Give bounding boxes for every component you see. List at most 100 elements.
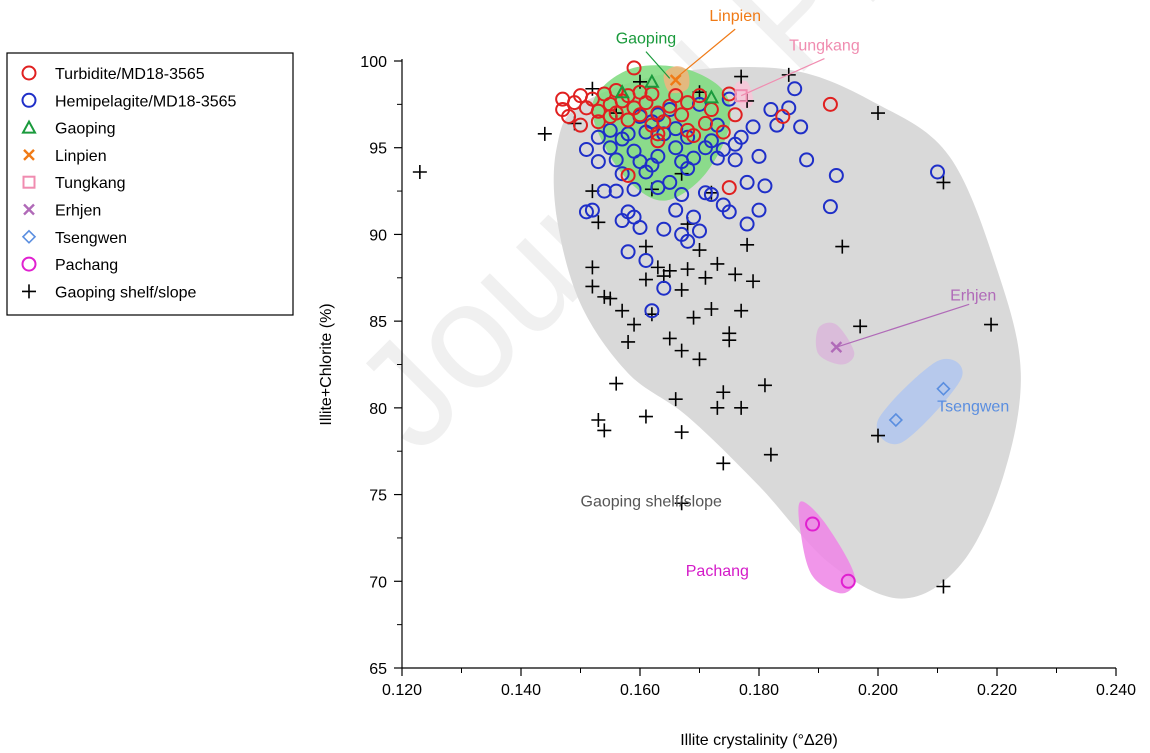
- point-gaoping: [703, 89, 720, 104]
- legend-marker-gaoping-shelf-slope: [22, 284, 36, 299]
- point-hemipelagite-md18-3565: [680, 233, 696, 249]
- point-hemipelagite-md18-3565: [626, 181, 642, 197]
- region-label-tsengwen: Tsengwen: [937, 398, 1009, 415]
- region-label-tungkang: Tungkang: [789, 38, 860, 55]
- point-turbidite-md18-3565: [561, 108, 577, 124]
- point-gaoping-shelf-slope: [662, 263, 677, 278]
- point-pachang: [840, 573, 856, 589]
- point-turbidite-md18-3565: [680, 95, 696, 111]
- legend-marker-tungkang: [22, 175, 36, 189]
- y-tick-label: 100: [360, 54, 387, 71]
- pointer-tungkang: [740, 58, 825, 97]
- point-hemipelagite-md18-3565: [596, 183, 612, 199]
- legend-label: Linpien: [55, 148, 107, 165]
- legend-label: Gaoping shelf/slope: [55, 284, 197, 301]
- pointer-erhjen: [836, 303, 970, 348]
- point-hemipelagite-md18-3565: [799, 152, 815, 168]
- point-gaoping-shelf-slope: [692, 243, 707, 258]
- point-hemipelagite-md18-3565: [733, 129, 749, 145]
- x-tick-label: 0.220: [977, 682, 1017, 699]
- point-turbidite-md18-3565: [822, 96, 838, 112]
- point-gaoping-shelf-slope: [757, 378, 772, 393]
- point-hemipelagite-md18-3565: [686, 150, 702, 166]
- point-hemipelagite-md18-3565: [697, 140, 713, 156]
- point-gaoping-shelf-slope: [591, 215, 606, 230]
- region-label-gaoping: Gaoping: [616, 31, 677, 48]
- point-turbidite-md18-3565: [674, 107, 690, 123]
- point-hemipelagite-md18-3565: [656, 280, 672, 296]
- point-turbidite-md18-3565: [656, 114, 672, 130]
- point-gaoping-shelf-slope: [585, 279, 600, 294]
- point-gaoping-shelf-slope: [734, 400, 749, 415]
- point-hemipelagite-md18-3565: [828, 167, 844, 183]
- point-gaoping-shelf-slope: [763, 447, 778, 462]
- point-hemipelagite-md18-3565: [578, 204, 594, 220]
- series-tsengwen: [888, 381, 951, 428]
- point-hemipelagite-md18-3565: [739, 174, 755, 190]
- point-hemipelagite-md18-3565: [751, 148, 767, 164]
- point-hemipelagite-md18-3565: [787, 81, 803, 97]
- x-tick-label: 0.160: [620, 682, 660, 699]
- point-hemipelagite-md18-3565: [590, 154, 606, 170]
- point-hemipelagite-md18-3565: [614, 131, 630, 147]
- point-gaoping-shelf-slope: [716, 385, 731, 400]
- y-tick-label: 70: [369, 574, 387, 591]
- axes: 0.120 0.140 0.160 0.180 0.200 0.220 0.240 65 70 7…: [318, 54, 1136, 749]
- point-gaoping-shelf-slope: [615, 303, 630, 318]
- point-hemipelagite-md18-3565: [727, 152, 743, 168]
- legend-marker-turbidite-md18-3565: [21, 65, 37, 81]
- point-hemipelagite-md18-3565: [608, 152, 624, 168]
- point-gaoping-shelf-slope: [984, 317, 999, 332]
- legend-label: Erhjen: [55, 203, 101, 220]
- point-gaoping-shelf-slope: [710, 256, 725, 271]
- point-tsengwen: [888, 412, 903, 428]
- point-gaoping-shelf-slope: [734, 69, 749, 84]
- region-label-erhjen: Erhjen: [950, 287, 996, 304]
- point-turbidite-md18-3565: [692, 88, 707, 104]
- point-gaoping-shelf-slope: [674, 496, 689, 511]
- point-hemipelagite-md18-3565: [697, 185, 713, 201]
- point-hemipelagite-md18-3565: [620, 244, 636, 260]
- point-hemipelagite-md18-3565: [793, 119, 809, 135]
- point-hemipelagite-md18-3565: [751, 202, 767, 218]
- legend-item-gaoping-shelf-slope: Gaoping shelf/slope: [22, 284, 197, 301]
- series-turbidite-md18-3565: [555, 60, 838, 196]
- point-hemipelagite-md18-3565: [674, 187, 690, 203]
- region-erhjen: [815, 322, 855, 365]
- pointer-linpien: [675, 28, 736, 79]
- point-hemipelagite-md18-3565: [578, 141, 594, 157]
- point-turbidite-md18-3565: [650, 126, 666, 142]
- point-hemipelagite-md18-3565: [745, 119, 761, 135]
- point-turbidite-md18-3565: [721, 180, 737, 196]
- point-gaoping-shelf-slope: [936, 175, 951, 190]
- x-axis-label: Illite crystalinity (°Δ2θ): [680, 732, 838, 749]
- point-gaoping-shelf-slope: [746, 274, 761, 289]
- point-hemipelagite-md18-3565: [644, 157, 660, 173]
- point-gaoping-shelf-slope: [609, 376, 624, 391]
- point-hemipelagite-md18-3565: [656, 221, 672, 237]
- legend-item-tsengwen: Tsengwen: [21, 229, 127, 247]
- point-turbidite-md18-3565: [715, 124, 731, 140]
- legend-label: Hemipelagite/MD18-3565: [55, 93, 237, 110]
- point-gaoping-shelf-slope: [871, 428, 885, 443]
- point-hemipelagite-md18-3565: [644, 303, 660, 319]
- x-tick-label: 0.140: [501, 682, 541, 699]
- point-gaoping-shelf-slope: [597, 423, 612, 438]
- region-label-linpien: Linpien: [709, 8, 761, 25]
- point-gaoping-shelf-slope: [698, 270, 713, 285]
- point-turbidite-md18-3565: [650, 133, 666, 149]
- series-gaoping: [614, 73, 720, 104]
- point-hemipelagite-md18-3565: [584, 202, 600, 218]
- legend-marker-tsengwen: [21, 229, 37, 244]
- point-hemipelagite-md18-3565: [614, 166, 630, 182]
- point-hemipelagite-md18-3565: [930, 164, 945, 180]
- point-gaoping-shelf-slope: [686, 310, 701, 325]
- x-tick-label: 0.240: [1096, 682, 1136, 699]
- point-gaoping-shelf-slope: [704, 302, 719, 317]
- point-gaoping-shelf-slope: [603, 291, 618, 306]
- point-tsengwen: [936, 381, 951, 396]
- point-linpien: [669, 74, 682, 86]
- point-gaoping-shelf-slope: [585, 260, 600, 275]
- point-turbidite-md18-3565: [727, 107, 743, 123]
